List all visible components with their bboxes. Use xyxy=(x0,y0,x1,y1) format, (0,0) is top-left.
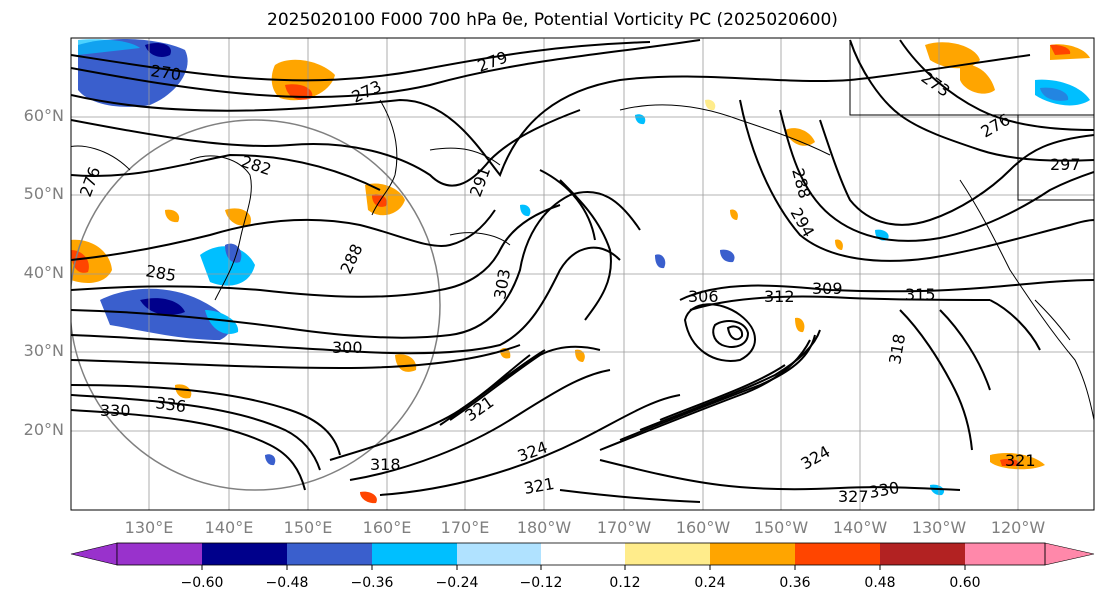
colorbar-segment xyxy=(965,543,1045,565)
contour-label: 309 xyxy=(812,279,843,298)
colorbar-tick-label: 0.24 xyxy=(694,575,726,591)
latitude-label: 40°N xyxy=(23,263,64,282)
colorbar-segment xyxy=(880,543,965,565)
colorbar-segment xyxy=(287,543,372,565)
pv-anomaly-fills xyxy=(71,38,1090,504)
longitude-label: 130°E xyxy=(124,518,174,537)
map-frame xyxy=(70,37,1095,511)
map-title: 2025020100 F000 700 hPa θe, Potential Vo… xyxy=(267,10,838,30)
longitude-label: 120°W xyxy=(990,518,1046,537)
colorbar xyxy=(70,542,1095,570)
colorbar-segment xyxy=(117,543,202,565)
graticule xyxy=(71,38,1094,510)
longitude-label: 140°E xyxy=(204,518,254,537)
colorbar-segment xyxy=(795,543,880,565)
longitude-label: 160°W xyxy=(675,518,731,537)
colorbar-segment xyxy=(541,543,625,565)
contour-label: 270 xyxy=(149,61,182,84)
longitude-label: 150°E xyxy=(283,518,333,537)
colorbar-tick-label: −0.12 xyxy=(519,575,563,591)
longitude-label: 130°W xyxy=(911,518,967,537)
latitude-label: 20°N xyxy=(23,420,64,439)
colorbar-tick-label: −0.48 xyxy=(265,575,309,591)
colorbar-segment xyxy=(457,543,541,565)
contour-label: 336 xyxy=(154,393,187,416)
contour-label: 327 xyxy=(838,487,869,506)
colorbar-tick-label: −0.24 xyxy=(435,575,479,591)
contour-label: 321 xyxy=(1005,451,1036,470)
latitude-label: 30°N xyxy=(23,341,64,360)
colorbar-tick-label: −0.36 xyxy=(350,575,394,591)
contour-label: 300 xyxy=(332,338,363,357)
contour-label: 315 xyxy=(905,285,936,304)
longitude-label: 140°W xyxy=(832,518,888,537)
contour-label: 297 xyxy=(1050,155,1081,174)
longitude-label: 160°E xyxy=(362,518,412,537)
coastlines xyxy=(71,40,1094,421)
colorbar-extend-max xyxy=(1044,542,1095,566)
colorbar-segment xyxy=(710,543,795,565)
longitude-label: 180°W xyxy=(516,518,572,537)
colorbar-tick-label: 0.36 xyxy=(779,575,811,591)
contour-label: 330 xyxy=(100,401,131,420)
longitude-label: 150°W xyxy=(753,518,809,537)
region-circle xyxy=(71,119,441,491)
colorbar-tick-label: −0.60 xyxy=(180,575,224,591)
contour-label: 306 xyxy=(688,287,719,306)
colorbar-extend-min xyxy=(70,542,118,566)
latitude-label: 60°N xyxy=(23,106,64,125)
colorbar-tick-label: 0.48 xyxy=(864,575,896,591)
colorbar-outline xyxy=(116,542,1046,566)
colorbar-tick-label: 0.12 xyxy=(609,575,641,591)
colorbar-segment xyxy=(372,543,457,565)
contour-label: 312 xyxy=(764,287,795,306)
colorbar-segment xyxy=(202,543,287,565)
longitude-label: 170°W xyxy=(596,518,652,537)
contour-label: 318 xyxy=(370,455,401,474)
colorbar-segment xyxy=(625,543,710,565)
latitude-label: 50°N xyxy=(23,184,64,203)
theta-e-contours xyxy=(71,39,1094,503)
longitude-label: 170°E xyxy=(440,518,490,537)
colorbar-tick-label: 0.60 xyxy=(949,575,981,591)
